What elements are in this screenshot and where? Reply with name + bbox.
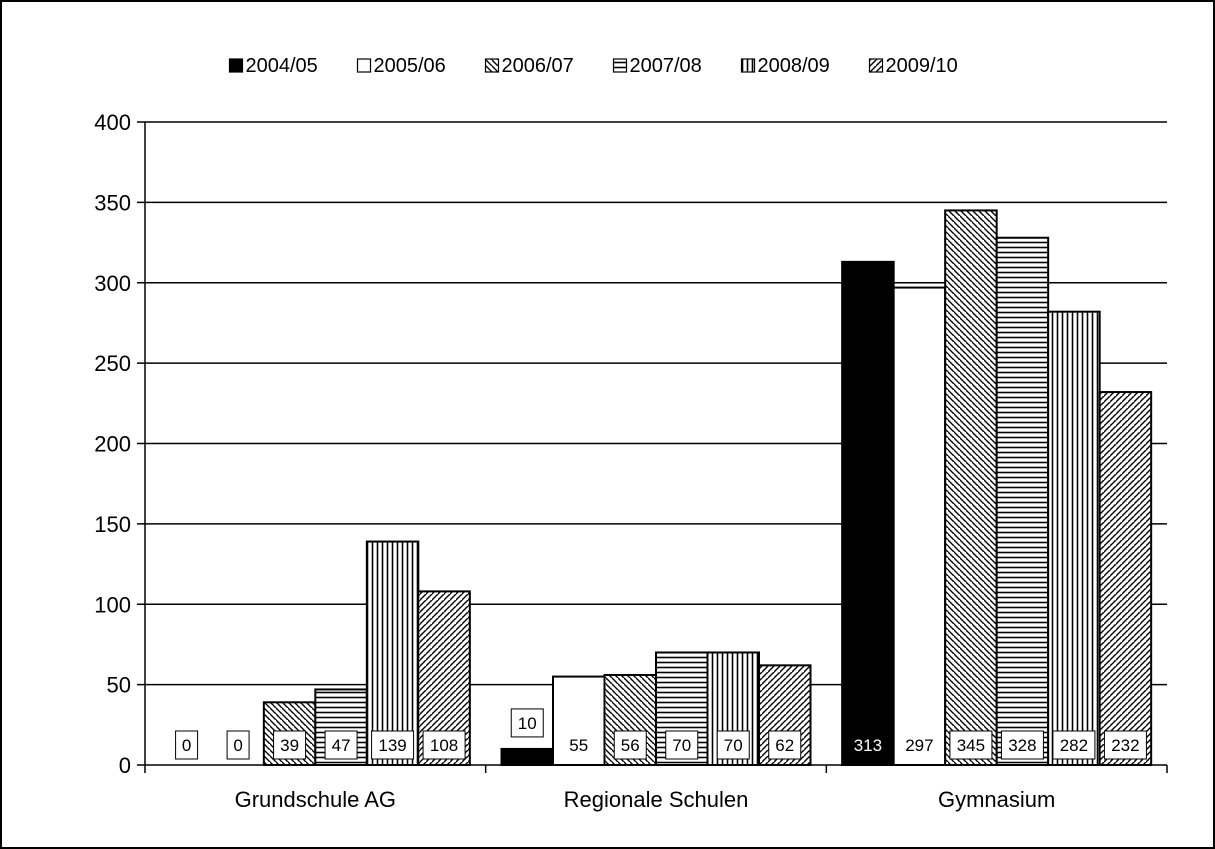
data-label: 39 [280, 736, 299, 755]
data-label: 55 [569, 736, 588, 755]
x-tick-label: Regionale Schulen [564, 787, 749, 812]
data-label-box [1052, 730, 1096, 760]
data-label-box [510, 708, 544, 738]
y-tick-label: 300 [94, 271, 131, 296]
legend-label: 2005/06 [374, 55, 446, 77]
data-labels: 0 0 39 47 139 108 10 55 56 70 70 62 313 297 345 328 282 2… [175, 708, 1147, 760]
legend-label: 2008/09 [758, 55, 830, 77]
data-label: 70 [724, 736, 743, 755]
data-label: 108 [430, 736, 458, 755]
data-label: 10 [518, 714, 537, 733]
data-label: 70 [672, 736, 691, 755]
data-label-box [371, 730, 415, 760]
y-tick-label: 50 [107, 673, 131, 698]
data-label-box [949, 730, 993, 760]
data-label-box [1103, 730, 1147, 760]
y-tick-label: 350 [94, 190, 131, 215]
data-label: 232 [1111, 736, 1139, 755]
data-label-box [768, 730, 802, 760]
data-label: 56 [621, 736, 640, 755]
data-label-box [716, 730, 750, 760]
bar [500, 747, 554, 766]
data-label: 139 [378, 736, 406, 755]
data-label: 0 [182, 736, 191, 755]
legend-label: 2006/07 [502, 55, 574, 77]
bar [995, 236, 1050, 767]
data-label: 62 [775, 736, 794, 755]
bar [841, 260, 895, 766]
data-label-box [273, 730, 307, 760]
legend: 2004/05 2005/06 2006/07 2007/08 2008/09 2009/… [228, 55, 958, 77]
data-label: 345 [957, 736, 985, 755]
y-tick-label: 400 [94, 110, 131, 135]
x-tick-label: Gymnasium [938, 787, 1055, 812]
data-label-box [613, 730, 647, 760]
data-label: 47 [332, 736, 351, 755]
legend-swatch [356, 58, 372, 73]
y-tick-label: 200 [94, 432, 131, 457]
data-label: 313 [854, 736, 882, 755]
data-label-box [1000, 730, 1044, 760]
data-label-box [665, 730, 699, 760]
data-label: 0 [233, 736, 242, 755]
data-label-box [226, 730, 250, 760]
legend-label: 2007/08 [630, 55, 702, 77]
y-tick-label: 150 [94, 512, 131, 537]
y-tick-label: 100 [94, 592, 131, 617]
y-tick-label: 0 [119, 753, 131, 778]
legend-label: 2009/10 [886, 55, 958, 77]
bar [892, 286, 947, 766]
bar [1098, 391, 1153, 766]
legend-swatch [228, 58, 244, 73]
legend-swatch [484, 58, 500, 73]
legend-label: 2004/05 [246, 55, 318, 77]
data-label-box [422, 730, 466, 760]
data-label: 297 [905, 736, 933, 755]
legend-swatch [612, 58, 628, 73]
data-label-box [175, 730, 199, 760]
legend-swatch [868, 58, 884, 73]
bar [1047, 310, 1101, 766]
bar [944, 209, 998, 767]
data-label: 282 [1060, 736, 1088, 755]
y-tick-label: 250 [94, 351, 131, 376]
bar [552, 675, 606, 767]
data-label: 328 [1008, 736, 1036, 755]
data-label-box [324, 730, 358, 760]
x-tick-label: Grundschule AG [235, 787, 396, 812]
legend-swatch [740, 58, 756, 73]
